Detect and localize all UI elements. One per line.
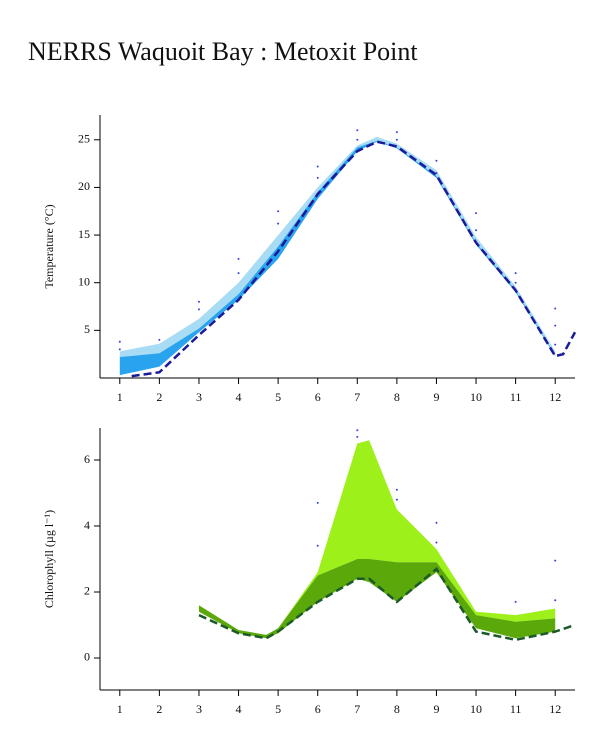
x-tick-label: 12 xyxy=(549,702,561,716)
data-point xyxy=(514,272,517,275)
data-point xyxy=(356,435,359,438)
data-point xyxy=(237,257,240,260)
y-tick-label: 20 xyxy=(78,179,90,193)
data-point xyxy=(316,165,319,168)
x-tick-label: 2 xyxy=(156,390,162,404)
x-tick-label: 11 xyxy=(510,390,522,404)
data-point xyxy=(435,541,438,544)
x-tick-label: 10 xyxy=(470,390,482,404)
data-point xyxy=(356,129,359,132)
data-point xyxy=(356,429,359,432)
x-tick-label: 8 xyxy=(394,702,400,716)
data-point xyxy=(316,176,319,179)
y-tick-label: 10 xyxy=(78,274,90,288)
y-tick-label: 0 xyxy=(84,650,90,664)
data-point xyxy=(395,131,398,134)
x-tick-label: 5 xyxy=(275,390,281,404)
data-point xyxy=(316,501,319,504)
y-tick-label: 2 xyxy=(84,584,90,598)
data-point xyxy=(475,229,478,232)
data-point xyxy=(237,272,240,275)
x-tick-label: 6 xyxy=(315,390,321,404)
x-tick-label: 4 xyxy=(236,702,242,716)
x-tick-label: 2 xyxy=(156,702,162,716)
y-tick-label: 5 xyxy=(84,322,90,336)
x-tick-label: 1 xyxy=(117,702,123,716)
band xyxy=(198,440,556,635)
x-tick-label: 10 xyxy=(470,702,482,716)
data-point xyxy=(277,210,280,213)
data-point xyxy=(475,212,478,215)
x-tick-label: 9 xyxy=(433,390,439,404)
data-point xyxy=(395,488,398,491)
x-tick-label: 7 xyxy=(354,702,360,716)
data-point xyxy=(554,599,557,602)
x-tick-label: 4 xyxy=(236,390,242,404)
x-tick-label: 8 xyxy=(394,390,400,404)
data-point xyxy=(158,338,161,341)
data-point xyxy=(118,340,121,343)
x-tick-label: 7 xyxy=(354,390,360,404)
x-tick-label: 3 xyxy=(196,702,202,716)
y-tick-label: 6 xyxy=(84,452,90,466)
x-tick-label: 12 xyxy=(549,390,561,404)
y-tick-label: 25 xyxy=(78,132,90,146)
data-point xyxy=(316,544,319,547)
data-point xyxy=(197,308,200,311)
band xyxy=(119,140,556,376)
data-point xyxy=(554,324,557,327)
y-axis-label: Chlorophyll (µg l⁻¹) xyxy=(42,510,56,608)
data-point xyxy=(514,600,517,603)
data-point xyxy=(554,343,557,346)
data-point xyxy=(514,281,517,284)
x-tick-label: 1 xyxy=(117,390,123,404)
data-point xyxy=(435,521,438,524)
data-point xyxy=(435,159,438,162)
data-point xyxy=(356,138,359,141)
data-point xyxy=(277,222,280,225)
data-point xyxy=(554,559,557,562)
x-tick-label: 9 xyxy=(433,702,439,716)
data-point xyxy=(554,307,557,310)
data-point xyxy=(197,300,200,303)
x-tick-label: 5 xyxy=(275,702,281,716)
dashed-line xyxy=(131,140,577,378)
data-point xyxy=(395,498,398,501)
y-tick-label: 4 xyxy=(84,518,90,532)
data-point xyxy=(435,172,438,175)
y-axis-label: Temperature (°C) xyxy=(42,204,56,288)
band xyxy=(198,559,556,639)
x-tick-label: 11 xyxy=(510,702,522,716)
data-point xyxy=(395,138,398,141)
chart-title: NERRS Waquoit Bay : Metoxit Point xyxy=(28,37,418,66)
x-tick-label: 6 xyxy=(315,702,321,716)
y-tick-label: 15 xyxy=(78,227,90,241)
dashed-line xyxy=(198,567,576,642)
x-tick-label: 3 xyxy=(196,390,202,404)
data-point xyxy=(118,348,121,351)
